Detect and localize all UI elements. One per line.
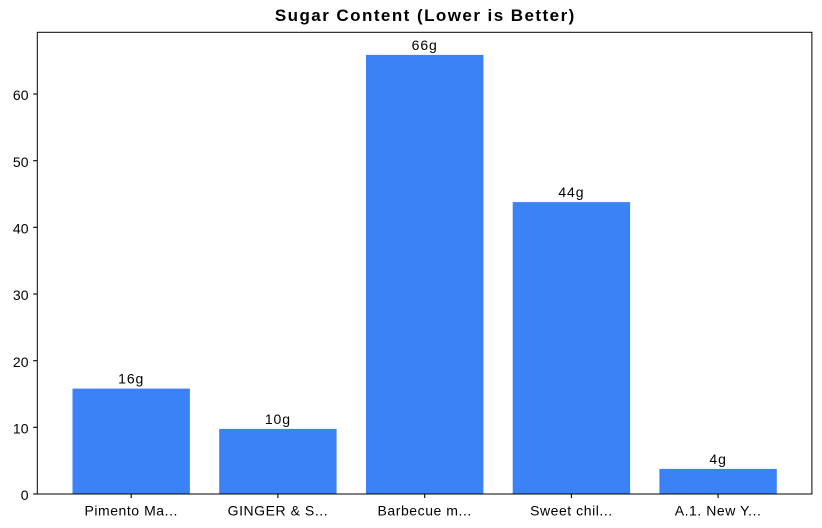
svg-text:GINGER & S...: GINGER & S... [228,503,329,519]
svg-text:4g: 4g [709,451,726,467]
svg-text:44g: 44g [558,184,584,200]
svg-text:Sugar Content (Lower is Better: Sugar Content (Lower is Better) [275,6,576,25]
svg-text:50: 50 [13,154,29,170]
svg-text:10g: 10g [265,411,291,427]
svg-text:0: 0 [21,487,29,503]
svg-text:Pimento Ma...: Pimento Ma... [84,503,178,519]
svg-text:16g: 16g [118,371,144,387]
svg-text:20: 20 [13,354,29,370]
svg-text:30: 30 [13,287,29,303]
svg-text:60: 60 [13,87,29,103]
svg-text:A.1. New Y...: A.1. New Y... [675,503,762,519]
svg-text:Barbecue m...: Barbecue m... [378,503,472,519]
svg-text:10: 10 [13,421,29,437]
svg-text:40: 40 [13,221,29,237]
svg-text:Sweet chil...: Sweet chil... [530,503,613,519]
svg-text:66g: 66g [412,37,438,53]
